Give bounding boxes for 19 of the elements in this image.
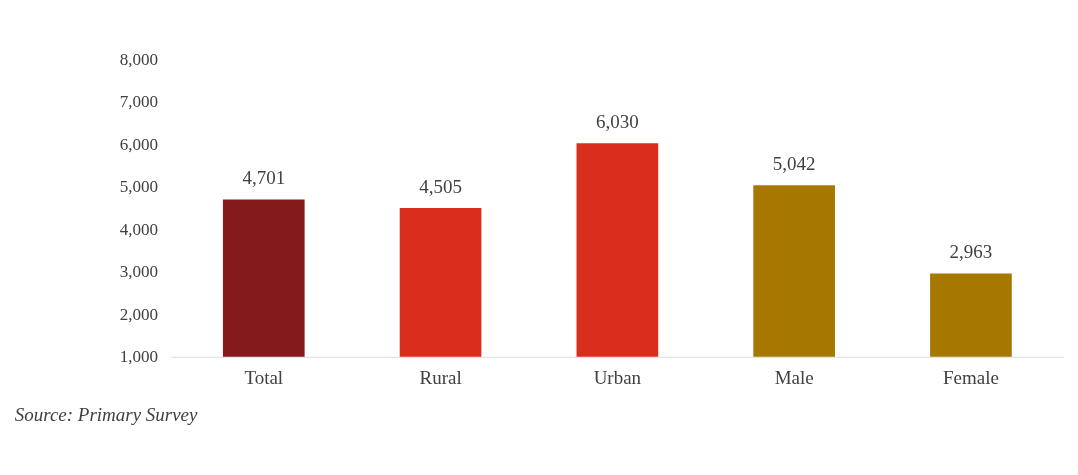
y-tick-label: 2,000 [119,304,159,324]
data-label: 2,963 [949,241,993,263]
x-tick-label: Rural [419,366,462,388]
x-tick-label: Male [774,366,814,388]
y-tick-label: 5,000 [119,177,159,197]
data-label: 6,030 [596,110,639,132]
y-tick-label: 3,000 [119,262,159,282]
x-tick-label: Total [244,366,284,388]
data-label: 4,505 [419,175,462,197]
y-tick-label: 4,000 [119,219,159,239]
y-tick-label: 1,000 [119,347,159,367]
y-tick-label: 7,000 [119,92,159,112]
data-label: 4,701 [242,167,286,189]
y-tick-label: 8,000 [119,49,159,69]
x-tick-label: Female [942,366,999,388]
source-note: Source: Primary Survey [14,404,199,426]
data-label: 5,042 [772,152,816,174]
y-tick-label: 6,000 [119,134,159,154]
x-tick-label: Urban [593,366,642,388]
